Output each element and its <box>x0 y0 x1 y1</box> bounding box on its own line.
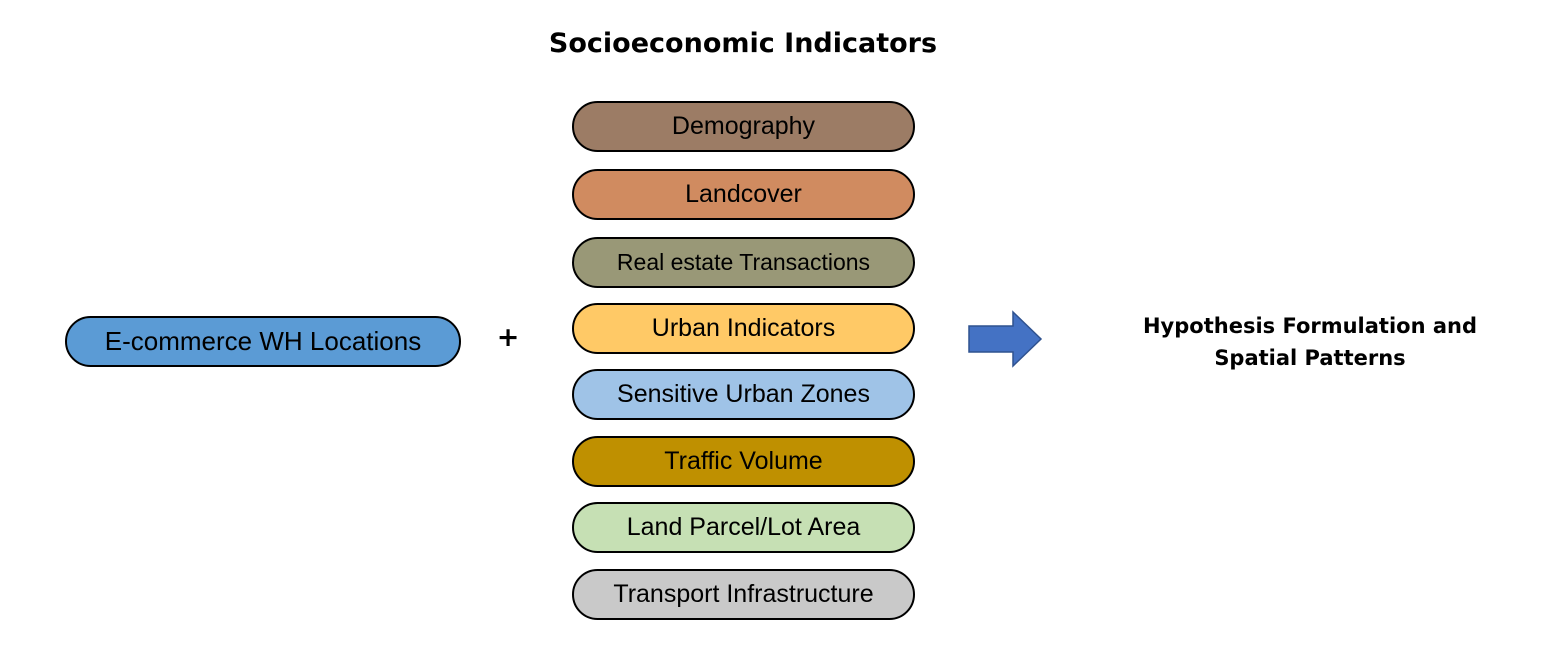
result-label: Hypothesis Formulation and Spatial Patte… <box>1120 310 1500 374</box>
result-line-2: Spatial Patterns <box>1214 346 1406 370</box>
indicator-urban-indicators: Urban Indicators <box>572 303 915 354</box>
indicator-transport-infrastructure: Transport Infrastructure <box>572 569 915 620</box>
indicator-traffic-volume: Traffic Volume <box>572 436 915 487</box>
plus-operator: + <box>496 322 520 353</box>
diagram-title: Socioeconomic Indicators <box>548 28 938 59</box>
indicator-landcover: Landcover <box>572 169 915 220</box>
indicator-demography: Demography <box>572 101 915 152</box>
indicator-real-estate-transactions: Real estate Transactions <box>572 237 915 288</box>
result-line-1: Hypothesis Formulation and <box>1142 314 1478 338</box>
ecommerce-wh-locations-box: E-commerce WH Locations <box>65 316 461 367</box>
indicator-land-parcel-lot-area: Land Parcel/Lot Area <box>572 502 915 553</box>
right-arrow-icon <box>968 310 1043 368</box>
arrow-shape <box>968 310 1043 368</box>
indicator-sensitive-urban-zones: Sensitive Urban Zones <box>572 369 915 420</box>
